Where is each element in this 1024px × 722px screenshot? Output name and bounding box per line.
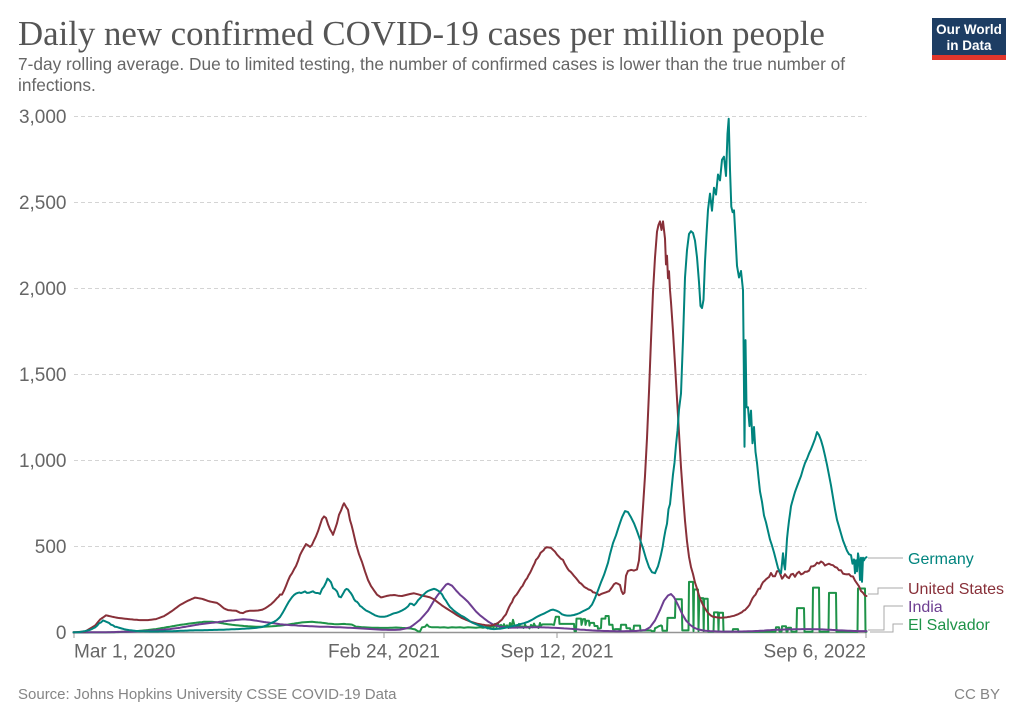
svg-text:2,500: 2,500 [19,193,67,214]
svg-text:El Salvador: El Salvador [908,617,990,634]
svg-text:Sep 12, 2021: Sep 12, 2021 [500,642,613,663]
svg-text:Mar 1, 2020: Mar 1, 2020 [74,642,175,663]
svg-text:United States: United States [908,581,1004,598]
svg-text:Germany: Germany [908,551,974,568]
svg-text:0: 0 [56,623,67,644]
svg-text:1,000: 1,000 [19,451,67,472]
svg-text:1,500: 1,500 [19,365,67,386]
svg-text:2,000: 2,000 [19,279,67,300]
svg-text:500: 500 [35,537,67,558]
svg-text:Sep 6, 2022: Sep 6, 2022 [764,642,866,663]
svg-text:India: India [908,599,943,616]
svg-text:Feb 24, 2021: Feb 24, 2021 [328,642,440,663]
svg-text:3,000: 3,000 [19,107,67,128]
